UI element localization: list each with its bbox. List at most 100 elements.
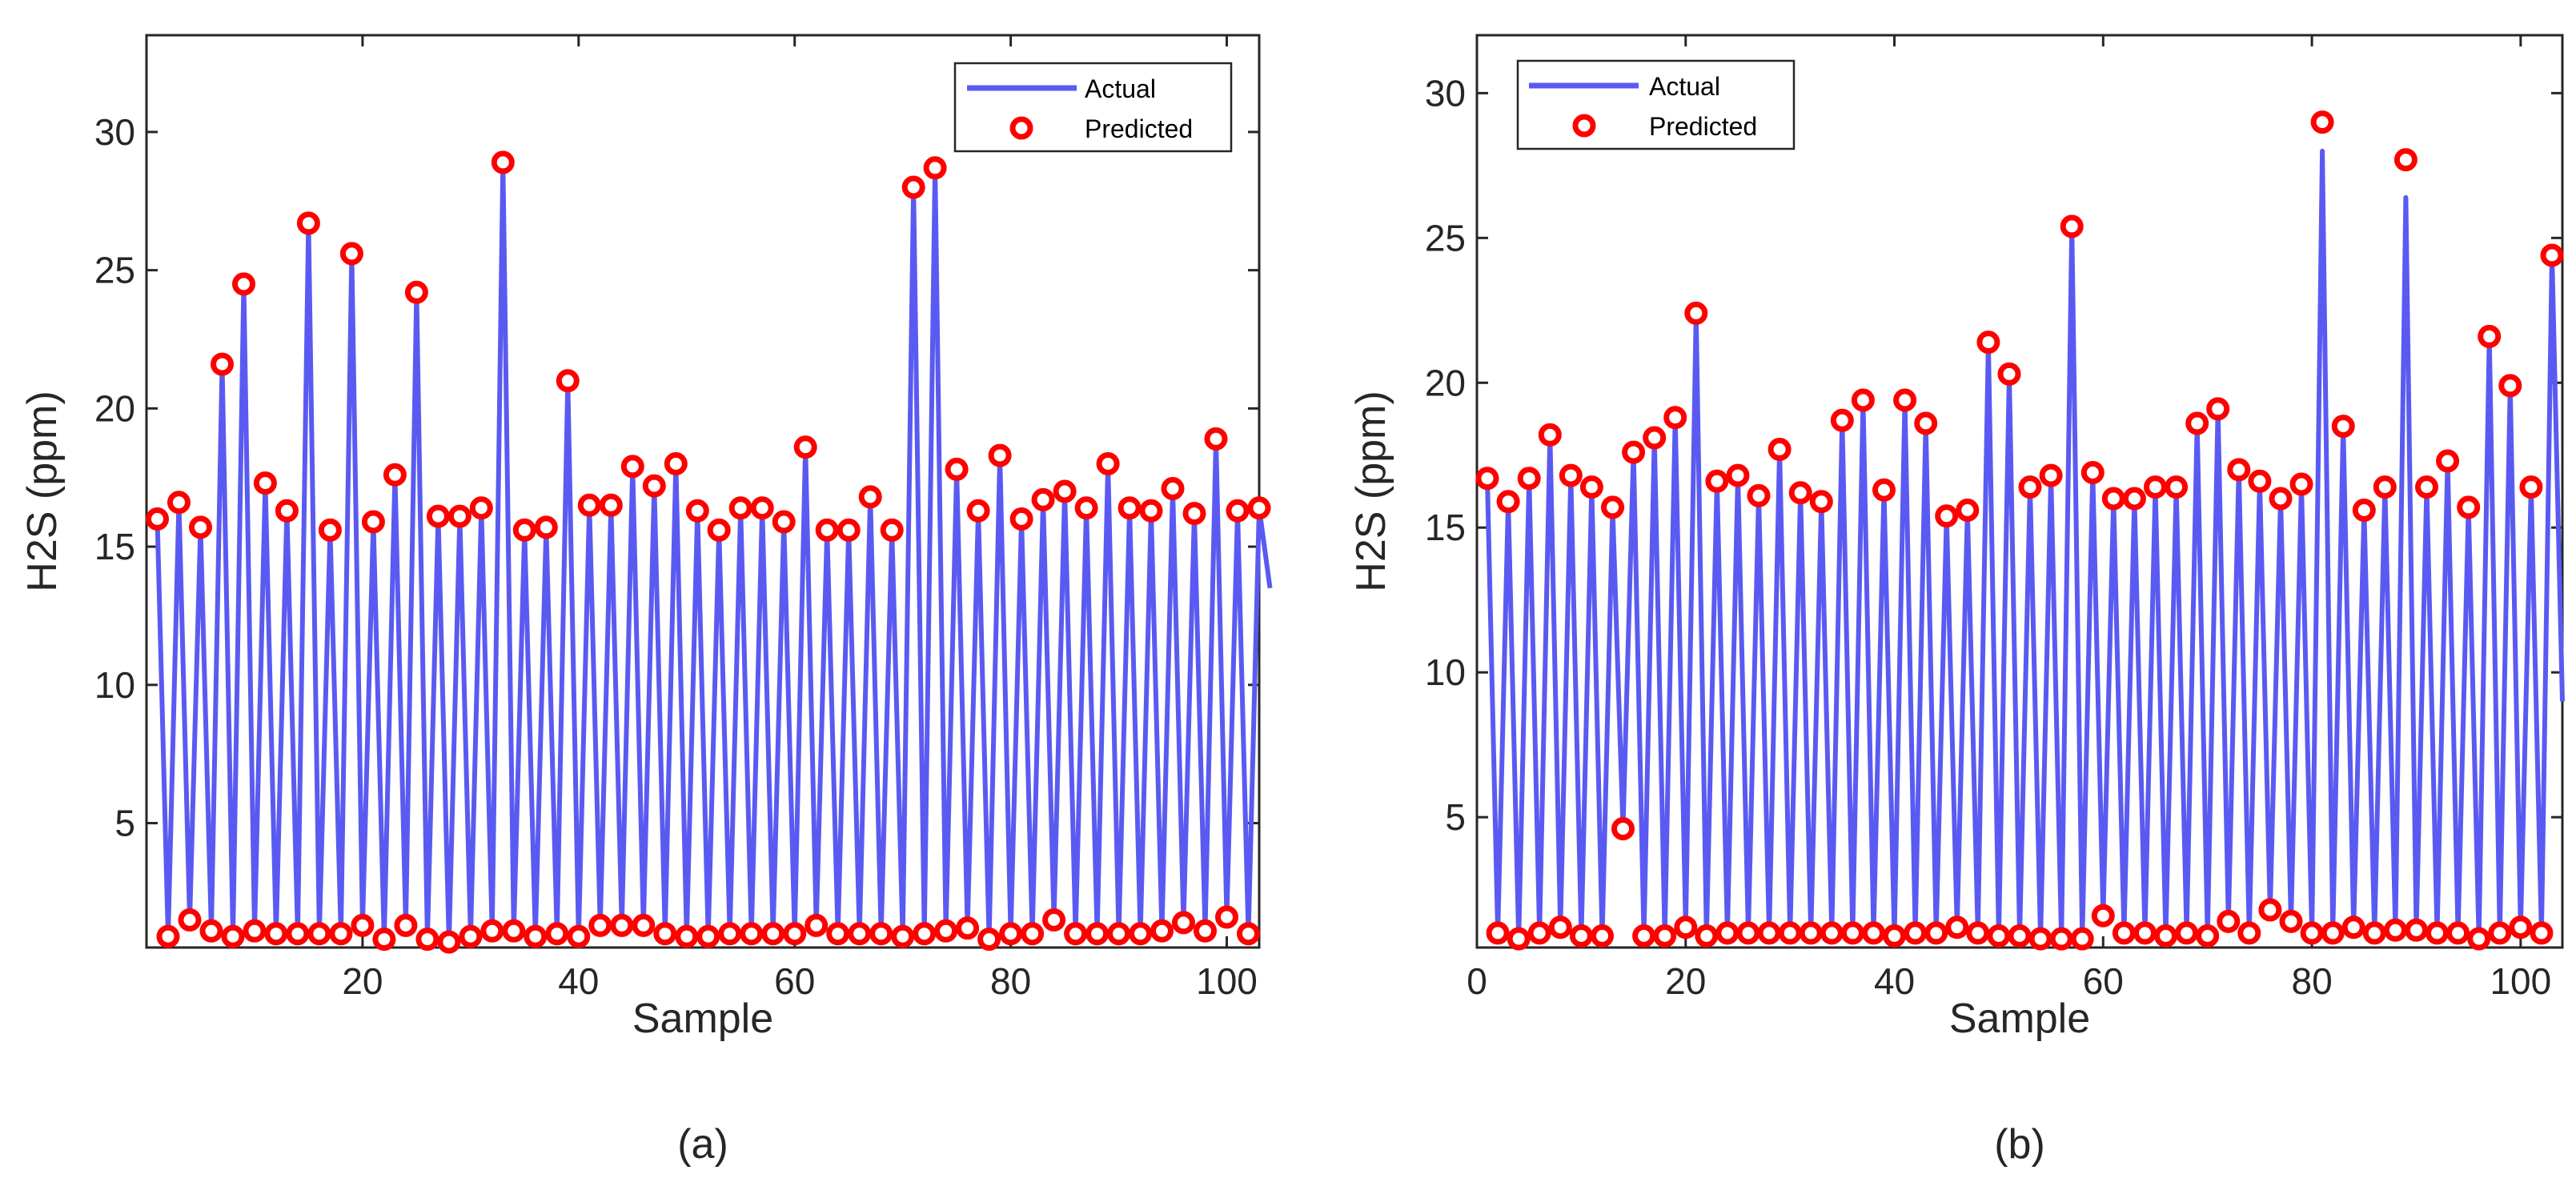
predicted-point xyxy=(1496,490,1520,514)
predicted-point xyxy=(534,515,558,539)
predicted-point xyxy=(848,922,872,946)
predicted-point xyxy=(394,913,418,937)
x-tick-label: 20 xyxy=(1665,960,1706,1002)
predicted-point xyxy=(1226,499,1250,523)
predicted-point xyxy=(610,913,634,937)
predicted-point xyxy=(1736,921,1760,945)
predicted-point xyxy=(524,924,548,948)
predicted-point xyxy=(1161,477,1185,500)
predicted-point xyxy=(567,924,591,948)
predicted-point xyxy=(1726,463,1750,487)
predicted-point xyxy=(1139,499,1163,523)
data-series xyxy=(146,150,1273,954)
predicted-point xyxy=(1715,921,1739,945)
predicted-point xyxy=(2446,921,2470,945)
predicted-point xyxy=(1851,388,1875,412)
predicted-point xyxy=(696,924,720,948)
predicted-point xyxy=(1653,924,1677,948)
legend-predicted-label: Predicted xyxy=(1649,112,1757,141)
predicted-point xyxy=(2144,475,2167,499)
predicted-point xyxy=(318,518,342,542)
predicted-point xyxy=(211,352,234,376)
x-tick-label: 0 xyxy=(1467,960,1487,1002)
y-tick-label: 10 xyxy=(94,664,135,706)
predicted-point xyxy=(1788,481,1812,505)
predicted-point xyxy=(1237,922,1260,946)
predicted-point xyxy=(772,510,796,534)
predicted-point xyxy=(2426,921,2449,945)
data-series xyxy=(1475,110,2565,951)
predicted-point xyxy=(869,922,893,946)
predicted-point xyxy=(2237,921,2261,945)
predicted-point xyxy=(891,924,915,948)
predicted-point xyxy=(1096,452,1120,475)
predicted-point xyxy=(2488,921,2512,945)
predicted-point xyxy=(1799,921,1823,945)
predicted-point xyxy=(1569,924,1593,948)
predicted-point xyxy=(880,518,904,542)
predicted-point xyxy=(221,924,245,948)
predicted-point xyxy=(1956,499,1980,522)
predicted-point xyxy=(2300,921,2324,945)
predicted-point xyxy=(1129,922,1153,946)
predicted-point xyxy=(512,518,536,542)
x-tick-label: 60 xyxy=(2083,960,2124,1002)
x-tick-label: 80 xyxy=(990,960,1031,1002)
predicted-point xyxy=(2436,449,2460,473)
predicted-point xyxy=(1204,427,1228,451)
predicted-point xyxy=(2415,475,2438,499)
predicted-point xyxy=(1674,916,1698,940)
x-tick-label: 40 xyxy=(558,960,599,1002)
predicted-point xyxy=(1684,301,1708,325)
x-tick-label: 60 xyxy=(774,960,815,1002)
predicted-point xyxy=(339,242,363,266)
predicted-point xyxy=(2165,475,2189,499)
predicted-point xyxy=(243,919,267,943)
predicted-point xyxy=(556,369,580,393)
predicted-point xyxy=(1904,921,1928,945)
predicted-point xyxy=(2498,374,2522,398)
predicted-point xyxy=(653,922,677,946)
actual-series-line xyxy=(1485,148,2565,942)
legend: Actual Predicted xyxy=(1516,59,1796,150)
x-tick-label: 20 xyxy=(342,960,383,1002)
predicted-point xyxy=(1830,408,1854,432)
predicted-point xyxy=(2509,916,2533,940)
predicted-point xyxy=(2467,927,2491,951)
y-axis-label: H2S (ppm) xyxy=(19,391,66,591)
y-axis-label: H2S (ppm) xyxy=(1348,391,1394,591)
predicted-point xyxy=(901,175,925,199)
predicted-point xyxy=(1579,475,1603,499)
predicted-point xyxy=(988,443,1012,467)
predicted-point xyxy=(632,913,656,937)
predicted-point xyxy=(1538,423,1562,447)
x-tick-label: 80 xyxy=(2291,960,2332,1002)
predicted-point xyxy=(2310,110,2334,134)
predicted-point xyxy=(275,499,299,523)
x-axis-label: Sample xyxy=(632,996,773,1042)
predicted-point xyxy=(2457,495,2481,519)
predicted-point xyxy=(2478,324,2502,348)
predicted-point xyxy=(599,493,623,517)
predicted-point xyxy=(1074,496,1098,520)
predicted-point xyxy=(826,922,850,946)
predicted-point xyxy=(545,922,569,946)
predicted-point xyxy=(1809,490,1833,514)
predicted-point xyxy=(1643,426,1667,450)
y-tick-label: 30 xyxy=(1425,72,1466,114)
y-tick-label: 25 xyxy=(1425,217,1466,258)
predicted-point xyxy=(793,435,817,459)
predicted-point xyxy=(480,919,504,943)
predicted-point xyxy=(296,211,320,235)
predicted-point xyxy=(718,922,742,946)
predicted-point xyxy=(426,504,450,528)
predicted-point xyxy=(1194,919,1217,943)
predicted-point xyxy=(307,922,331,946)
predicted-point xyxy=(1021,922,1045,946)
predicted-point xyxy=(2008,924,2032,948)
predicted-point xyxy=(2405,918,2428,942)
predicted-point xyxy=(2289,472,2313,496)
predicted-point xyxy=(469,496,493,520)
predicted-point xyxy=(2393,148,2418,172)
